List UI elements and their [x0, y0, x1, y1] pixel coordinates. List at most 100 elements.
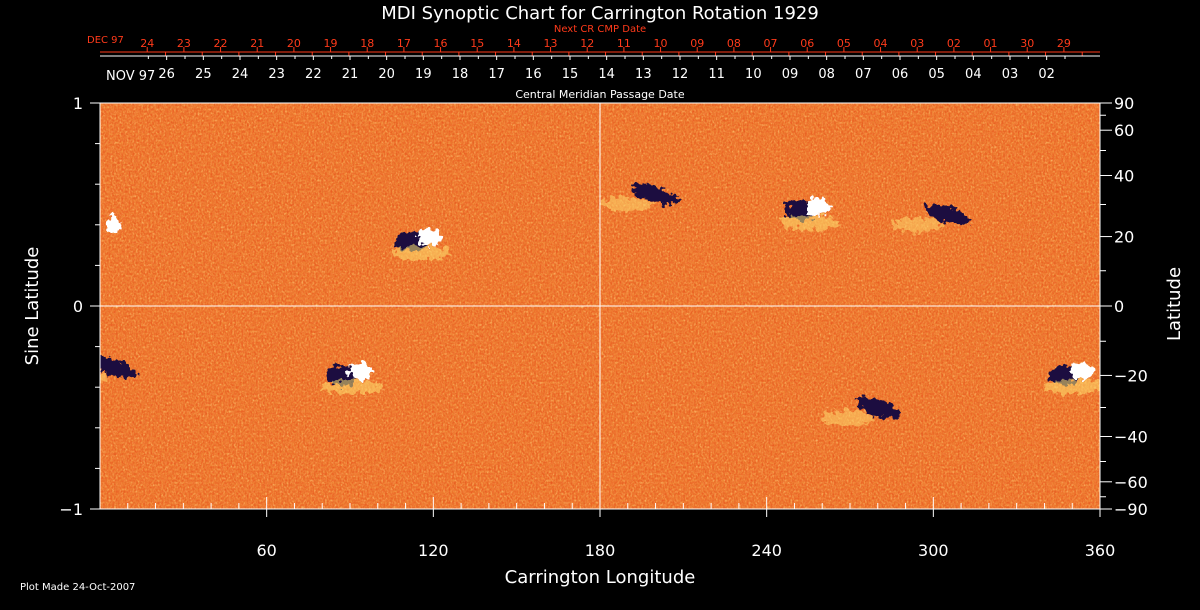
plage-patch	[821, 410, 874, 425]
plage-patch	[100, 371, 110, 383]
active-region	[106, 215, 121, 234]
plage-patch	[1044, 379, 1100, 394]
y-right-tick-label: 0	[1114, 297, 1124, 316]
y-right-tick-label: −60	[1114, 473, 1148, 492]
next-cr-date-label: 21	[250, 37, 264, 50]
active-region	[322, 361, 382, 394]
x-tick-label: 120	[418, 541, 449, 560]
next-cr-date-label: 04	[874, 37, 888, 50]
active-region	[599, 183, 679, 212]
cmp-month-label: NOV 97	[106, 69, 155, 84]
next-cr-date-label: 12	[580, 37, 594, 50]
next-cr-date-label: 24	[140, 37, 154, 50]
cmp-date-label: 19	[415, 67, 432, 82]
y-right-tick-label: 20	[1114, 228, 1134, 247]
cmp-date-label: 15	[562, 67, 579, 82]
cmp-date-label: 04	[965, 67, 982, 82]
cmp-date-label: 23	[268, 67, 285, 82]
x-tick-label: 60	[256, 541, 276, 560]
cmp-axis-label: Central Meridian Passage Date	[515, 88, 684, 101]
cmp-date-label: 17	[488, 67, 505, 82]
positive-polarity-patch	[106, 215, 121, 234]
cmp-date-label: 09	[782, 67, 799, 82]
next-cr-date-label: 14	[507, 37, 521, 50]
next-cr-date-label: 07	[764, 37, 778, 50]
x-tick-label: 360	[1085, 541, 1116, 560]
positive-polarity-patch	[1070, 361, 1095, 380]
y-left-tick-label: −1	[59, 500, 83, 519]
next-cr-date-label: 08	[727, 37, 741, 50]
y-axis-label-left: Sine Latitude	[22, 247, 43, 366]
y-left-tick-label: 1	[73, 94, 83, 113]
plage-patch	[891, 217, 944, 232]
x-tick-label: 180	[585, 541, 616, 560]
next-cr-axis-label: Next CR CMP Date	[554, 24, 646, 35]
next-cr-month-label: DEC 97	[87, 35, 124, 46]
next-cr-date-label: 17	[397, 37, 411, 50]
next-cr-date-label: 19	[324, 37, 338, 50]
plage-patch	[322, 379, 382, 394]
x-tick-label: 300	[918, 541, 949, 560]
negative-polarity-patch	[100, 356, 137, 378]
x-tick-label: 240	[751, 541, 782, 560]
plage-patch	[599, 197, 652, 212]
next-cr-date-label: 30	[1020, 37, 1034, 50]
y-axis-label-right: Latitude	[1164, 267, 1185, 341]
y-right-tick-label: 90	[1114, 94, 1134, 113]
cmp-date-label: 06	[892, 67, 909, 82]
active-region	[821, 396, 901, 425]
positive-polarity-patch	[806, 197, 831, 216]
positive-polarity-patch	[348, 361, 372, 380]
cmp-date-label: 18	[452, 67, 469, 82]
cmp-date-label: 24	[232, 67, 249, 82]
next-cr-date-axis: Next CR CMP Date DEC 97 24 23 22 21 20 19 18 17…	[87, 24, 1100, 56]
next-cr-date-label: 22	[214, 37, 228, 50]
cmp-date-label: 11	[708, 67, 725, 82]
next-cr-date-label: 18	[360, 37, 374, 50]
y-right-tick-label: 40	[1114, 167, 1134, 186]
next-cr-date-label: 01	[984, 37, 998, 50]
cmp-date-label: 05	[928, 67, 945, 82]
active-region	[891, 204, 971, 232]
chart-title: MDI Synoptic Chart for Carrington Rotati…	[381, 3, 819, 24]
y-right-tick-label: 60	[1114, 121, 1134, 140]
negative-polarity-patch	[924, 204, 971, 226]
cmp-date-label: 13	[635, 67, 652, 82]
cmp-date-label: 14	[598, 67, 615, 82]
active-region	[780, 197, 841, 230]
cmp-date-label: 08	[818, 67, 835, 82]
next-cr-date-label: 23	[177, 37, 191, 50]
cmp-date-label: 26	[158, 67, 175, 82]
cmp-date-label: 16	[525, 67, 542, 82]
cmp-date-label: 20	[378, 67, 395, 82]
cmp-date-label: 10	[745, 67, 762, 82]
next-cr-date-label: 05	[837, 37, 851, 50]
next-cr-date-label: 20	[287, 37, 301, 50]
plot-made-footer: Plot Made 24-Oct-2007	[20, 582, 135, 593]
negative-polarity-patch	[632, 183, 679, 205]
cmp-date-label: 25	[195, 67, 212, 82]
y-right-tick-label: −40	[1114, 427, 1148, 446]
y-right-tick-label: −20	[1114, 366, 1148, 385]
plage-patch	[780, 215, 841, 230]
cmp-date-label: 22	[305, 67, 322, 82]
active-region	[391, 228, 452, 261]
cmp-date-label: 03	[1002, 67, 1019, 82]
next-cr-date-label: 15	[470, 37, 484, 50]
plage-patch	[391, 246, 452, 261]
negative-polarity-patch	[854, 396, 901, 419]
next-cr-date-label: 02	[947, 37, 961, 50]
y-left-tick-label: 0	[73, 297, 83, 316]
next-cr-date-label: 16	[434, 37, 448, 50]
next-cr-date-label: 29	[1057, 37, 1071, 50]
active-region	[100, 356, 137, 383]
next-cr-date-label: 10	[654, 37, 668, 50]
cmp-date-label: 07	[855, 67, 872, 82]
next-cr-date-label: 11	[617, 37, 631, 50]
x-axis-label: Carrington Longitude	[505, 567, 696, 588]
next-cr-date-label: 13	[544, 37, 558, 50]
cmp-date-axis: NOV 97 Central Meridian Passage Date 26 2…	[100, 55, 1100, 101]
next-cr-date-label: 09	[690, 37, 704, 50]
y-right-tick-label: −90	[1114, 500, 1148, 519]
